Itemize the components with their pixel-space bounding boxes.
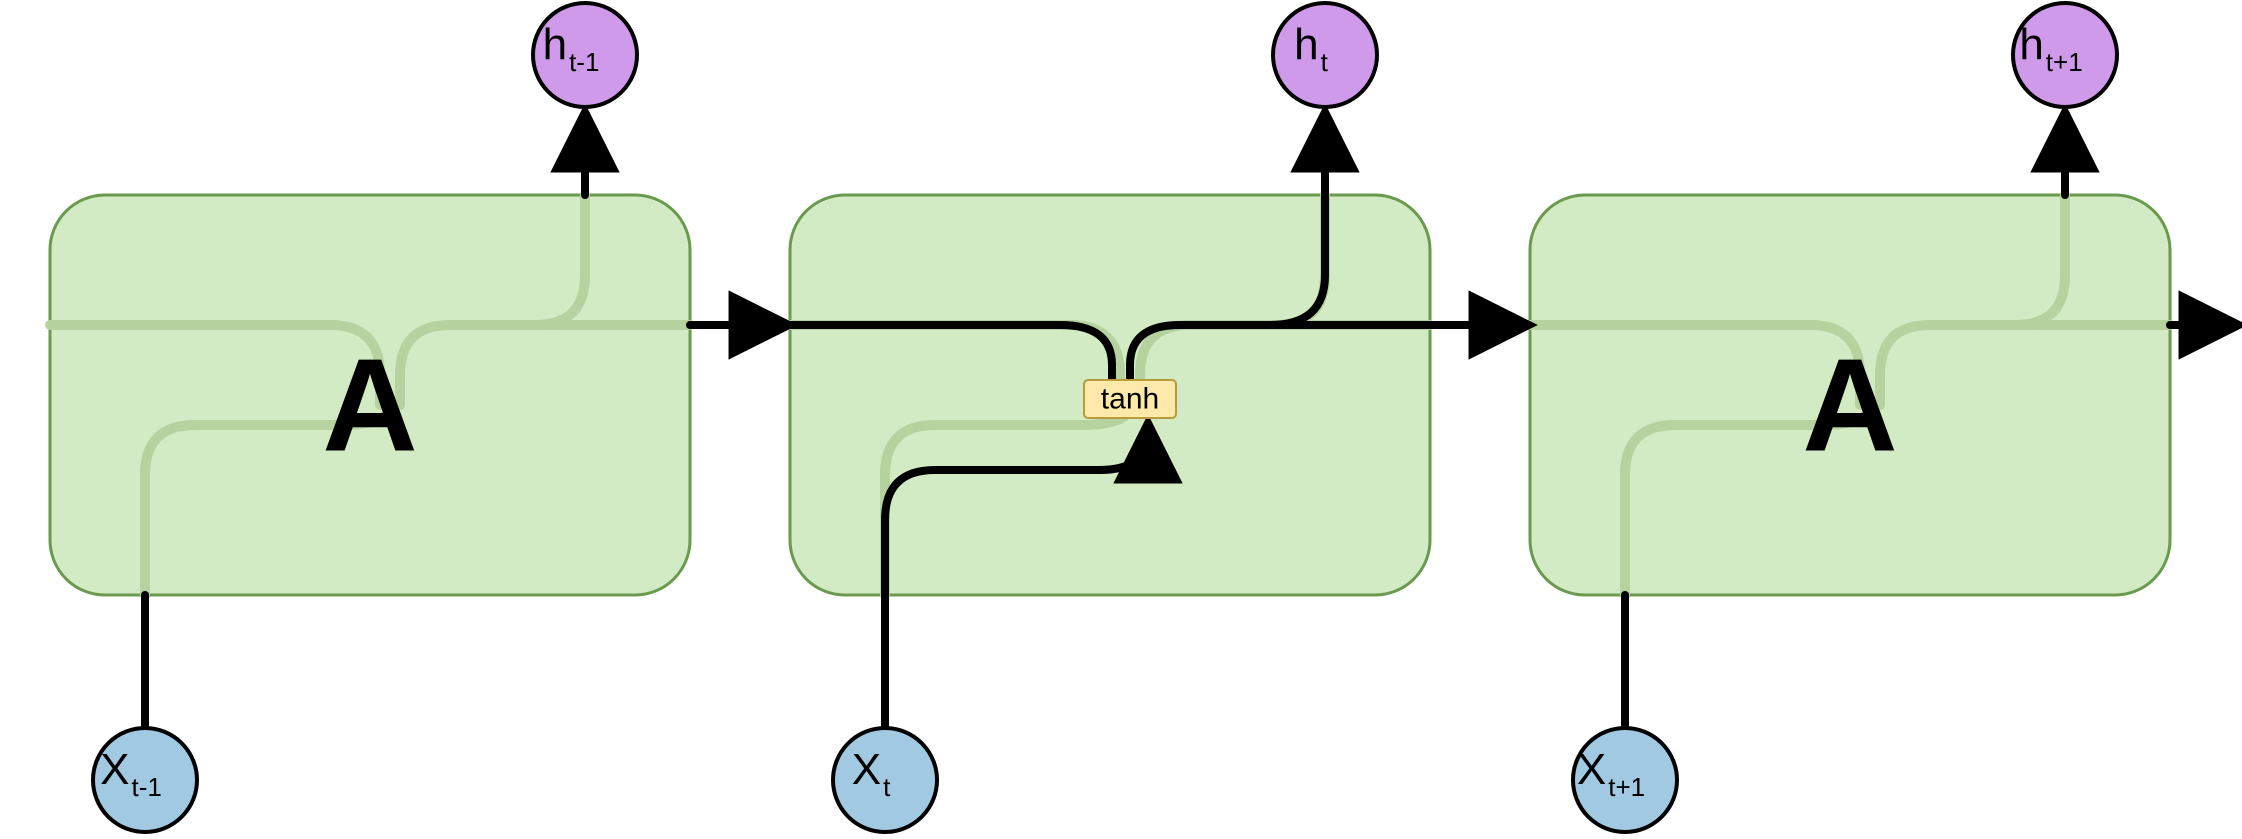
x-prev: Xt-1	[93, 728, 197, 832]
h-prev: ht-1	[533, 3, 637, 107]
cell-label: A	[1802, 332, 1897, 479]
tanh-label: tanh	[1101, 383, 1159, 416]
cell-next: A	[1530, 195, 2170, 595]
x-next: Xt+1	[1573, 728, 1677, 832]
h-curr: ht	[1273, 3, 1377, 107]
cell-label: A	[322, 332, 417, 479]
tanh-op: tanh	[1084, 380, 1176, 418]
x-curr: Xt	[833, 728, 937, 832]
cell-prev: A	[50, 195, 690, 595]
rnn-diagram: A Atanh Xt-1 Xt Xt+1 ht-1 ht ht+1	[0, 0, 2242, 839]
h-next: ht+1	[2013, 3, 2117, 107]
